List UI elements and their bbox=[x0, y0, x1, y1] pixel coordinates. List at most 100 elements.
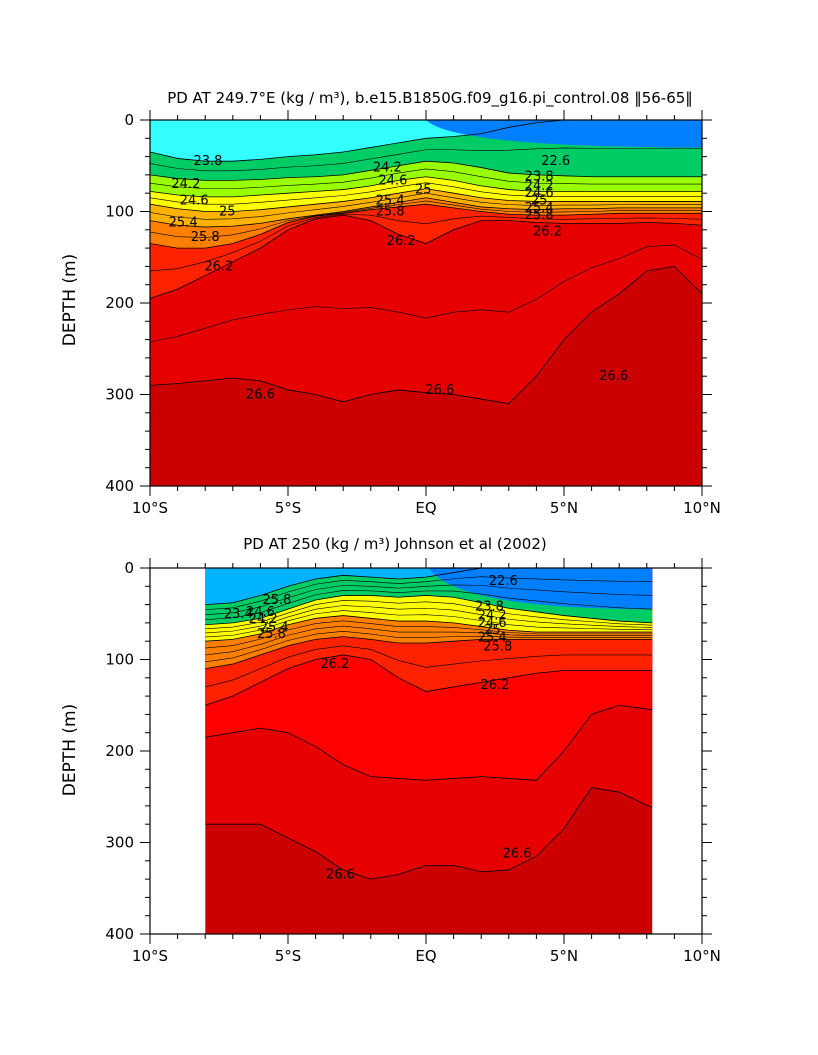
x-tick-label: 10°S bbox=[132, 499, 168, 517]
fill-band-23-4 bbox=[205, 568, 653, 605]
contour-label: 24.2 bbox=[373, 161, 402, 176]
x-tick-label: EQ bbox=[415, 947, 436, 965]
contour-line bbox=[150, 265, 702, 405]
contour-label: 24.6 bbox=[525, 186, 554, 201]
fill-band-surface-23-2 bbox=[426, 120, 702, 148]
contour-label: 24.2 bbox=[249, 612, 278, 627]
contour-label: 25.8 bbox=[262, 593, 291, 608]
contour-label: 25.8 bbox=[483, 640, 512, 655]
contour-label: 25 bbox=[484, 623, 501, 638]
contour-label: 25.4 bbox=[525, 201, 554, 216]
x-tick-label: 10°N bbox=[683, 947, 721, 965]
y-axis-label: DEPTH (m) bbox=[60, 704, 80, 796]
contour-line bbox=[205, 610, 653, 638]
y-axis-label: DEPTH (m) bbox=[60, 254, 80, 346]
x-tick-label: 5°S bbox=[275, 947, 302, 965]
contour-line bbox=[150, 214, 702, 299]
contour-label: 24.6 bbox=[478, 616, 507, 631]
contour-label: 25.8 bbox=[191, 230, 220, 245]
x-tick-label: 10°S bbox=[132, 947, 168, 965]
contour-label: 26.6 bbox=[503, 846, 532, 861]
panel-bottom: PD AT 250 (kg / m³) Johnson et al (2002)… bbox=[60, 535, 721, 965]
contour-line bbox=[150, 200, 702, 238]
contour-line bbox=[150, 182, 702, 205]
contour-label: 26.6 bbox=[599, 369, 628, 384]
contour-label: 24.6 bbox=[180, 194, 209, 209]
contour-label: 26.6 bbox=[326, 868, 355, 883]
contour-label: 25 bbox=[415, 183, 432, 198]
contour-label: 25.4 bbox=[169, 215, 198, 230]
contour-line bbox=[150, 213, 702, 272]
x-tick-label: 10°N bbox=[683, 499, 721, 517]
contour-label: 26.6 bbox=[425, 383, 454, 398]
contour-line bbox=[150, 192, 702, 220]
contour-line bbox=[150, 168, 702, 189]
contour-line bbox=[150, 120, 702, 162]
contour-label: 25 bbox=[219, 205, 236, 220]
contour-label: 26.2 bbox=[387, 234, 416, 249]
contour-label: 25.8 bbox=[376, 205, 405, 220]
contour-label: 25.8 bbox=[525, 208, 554, 223]
contour-label: 25.4 bbox=[260, 620, 289, 635]
contour-line bbox=[205, 620, 653, 649]
y-tick-label: 100 bbox=[105, 203, 134, 221]
x-tick-label: EQ bbox=[415, 499, 436, 517]
plot-area: 23.824.224.62525.425.826.224.224.62525.4… bbox=[105, 110, 721, 517]
plot-area: 23.425.824.624.225.425.826.222.623.824.2… bbox=[105, 558, 721, 965]
contour-line bbox=[205, 631, 653, 663]
y-tick-label: 200 bbox=[105, 742, 134, 760]
contour-fills bbox=[205, 568, 653, 934]
x-tick-label: 5°N bbox=[550, 947, 578, 965]
contour-line bbox=[150, 160, 702, 181]
y-tick-label: 0 bbox=[124, 559, 134, 577]
fill-band-23-8 bbox=[150, 120, 702, 162]
contour-line bbox=[205, 615, 653, 642]
contour-label: 26.2 bbox=[320, 657, 349, 672]
contour-line bbox=[205, 636, 653, 670]
contour-line bbox=[205, 654, 653, 706]
contour-label: 26.6 bbox=[246, 388, 275, 403]
contour-line bbox=[205, 568, 653, 605]
contour-line bbox=[150, 176, 702, 198]
contour-label: 25.4 bbox=[478, 631, 507, 646]
contour-label: 24.2 bbox=[171, 177, 200, 192]
contour-lines bbox=[150, 120, 702, 405]
contour-line bbox=[150, 188, 702, 212]
contour-line bbox=[205, 595, 653, 626]
contour-label: 25.8 bbox=[257, 627, 286, 642]
y-tick-label: 400 bbox=[105, 477, 134, 495]
contour-label: 23.8 bbox=[525, 170, 554, 185]
contour-line bbox=[205, 600, 653, 630]
contour-line bbox=[205, 584, 653, 615]
y-tick-label: 200 bbox=[105, 294, 134, 312]
contour-label: 23.8 bbox=[193, 154, 222, 169]
contour-label: 23.8 bbox=[475, 599, 504, 614]
chart-title: PD AT 250 (kg / m³) Johnson et al (2002) bbox=[243, 535, 546, 553]
panel-top: PD AT 249.7°E (kg / m³), b.e15.B1850G.f0… bbox=[60, 89, 721, 517]
contour-line bbox=[205, 645, 653, 688]
contour-line bbox=[205, 576, 653, 610]
contour-label: 26.2 bbox=[205, 259, 234, 274]
contour-line bbox=[150, 244, 702, 343]
contour-label: 24.6 bbox=[378, 173, 407, 188]
x-tick-label: 5°N bbox=[550, 499, 578, 517]
contour-line bbox=[205, 625, 653, 656]
contour-line bbox=[205, 704, 653, 781]
contour-label: 26.2 bbox=[533, 225, 562, 240]
contour-label: 26.2 bbox=[481, 678, 510, 693]
y-tick-label: 300 bbox=[105, 834, 134, 852]
contour-line bbox=[205, 605, 653, 634]
contour-label: 25 bbox=[531, 194, 548, 209]
contour-line bbox=[205, 787, 653, 880]
chart-title: PD AT 249.7°E (kg / m³), b.e15.B1850G.f0… bbox=[167, 89, 693, 108]
contour-label: 22.6 bbox=[541, 154, 570, 169]
contour-label: 24.2 bbox=[525, 179, 554, 194]
contour-line bbox=[150, 197, 702, 228]
contour-label: 23.4 bbox=[224, 607, 253, 622]
x-tick-label: 5°S bbox=[275, 499, 302, 517]
y-tick-label: 100 bbox=[105, 651, 134, 669]
contour-fills bbox=[150, 120, 702, 486]
contour-line bbox=[205, 590, 653, 620]
y-tick-label: 0 bbox=[124, 111, 134, 129]
